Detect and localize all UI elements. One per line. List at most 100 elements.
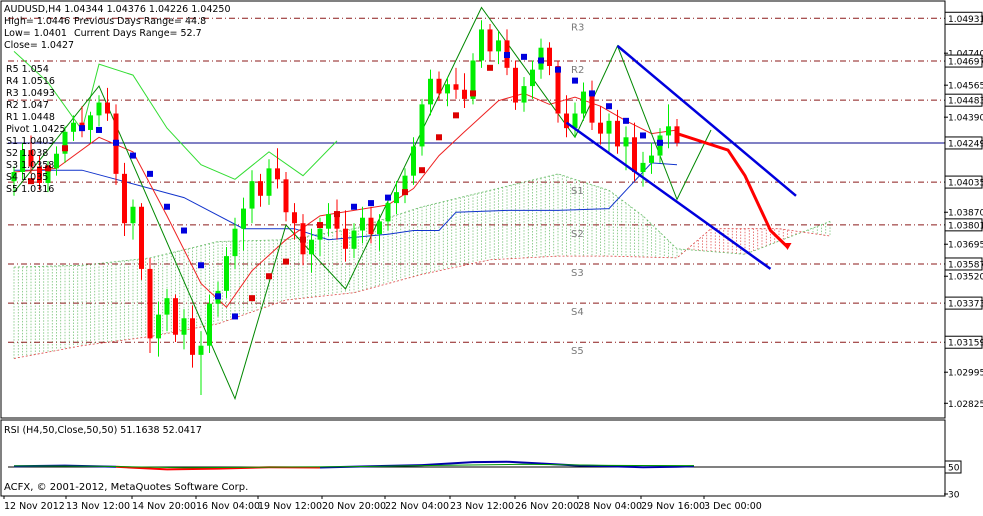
price-label: 1.02995	[948, 369, 983, 379]
price-label: 1.04390	[948, 114, 983, 124]
candle-body	[530, 70, 535, 86]
candle-body	[522, 86, 527, 102]
price-label: 1.03520	[948, 273, 983, 283]
candle-body	[275, 168, 280, 179]
candle-body	[182, 318, 187, 334]
candle-body	[462, 90, 467, 99]
time-label: 29 Nov 16:00	[641, 501, 705, 512]
trend-dot-blue	[368, 200, 374, 206]
candle-body	[139, 207, 144, 269]
trend-dot-blue	[198, 262, 204, 268]
price-label: 1.02825	[948, 400, 983, 410]
pivot-label-r2: R2 1.047	[6, 100, 49, 111]
info-close: Close= 1.0427	[4, 40, 74, 51]
trend-dot-red	[300, 237, 306, 243]
candle-body	[386, 203, 391, 221]
trend-dot-red	[419, 167, 425, 173]
pivot-label-r3: R3 1.0493	[6, 88, 55, 99]
time-label: 23 Nov 12:00	[450, 501, 514, 512]
level-label: S2	[571, 229, 584, 240]
candle-body	[445, 84, 450, 93]
trend-dot-red	[317, 222, 323, 228]
trend-dot-blue	[96, 127, 102, 133]
candle-body	[122, 174, 127, 223]
candle-body	[190, 318, 195, 355]
trend-dot-blue	[215, 293, 221, 299]
candle-body	[292, 212, 297, 223]
price-axis: 1.049311.047401.046971.045651.044831.043…	[944, 12, 983, 410]
candle-body	[326, 214, 331, 229]
time-label: 3 Dec 00:00	[704, 501, 762, 512]
price-label: 1.04249	[948, 139, 983, 149]
time-label: 12 Nov 2012	[4, 501, 65, 512]
trend-dot-red	[62, 145, 68, 151]
rsi-segment	[677, 466, 694, 467]
candle-body	[97, 103, 102, 116]
level-label: S3	[571, 268, 584, 279]
candle-body	[394, 192, 399, 203]
rsi-tick-label: 50	[948, 464, 960, 474]
trend-dot-blue	[538, 58, 544, 64]
info-low: Low= 1.0401	[4, 28, 67, 39]
candle-body	[352, 231, 357, 249]
rsi-segment	[609, 466, 643, 467]
price-label: 1.04035	[948, 179, 983, 189]
pivot-label-r4: R4 1.0516	[6, 76, 55, 87]
time-label: 13 Nov 12:00	[66, 501, 130, 512]
candle-body	[131, 207, 136, 223]
pivot-label-s5: S5 1.0316	[6, 184, 54, 195]
rsi-tick-label: 30	[948, 491, 960, 501]
candle-body	[284, 179, 289, 212]
candle-body	[641, 163, 646, 172]
candle-body	[199, 346, 204, 355]
trend-dot-red	[249, 295, 255, 301]
candle-body	[513, 68, 518, 103]
rsi-segment	[167, 469, 218, 470]
candle-body	[241, 209, 246, 229]
candle-body	[666, 126, 671, 135]
candle-body	[488, 29, 493, 51]
trend-dot-blue	[181, 228, 187, 234]
trend-dot-blue	[351, 204, 357, 210]
level-label: R2	[571, 65, 584, 76]
rsi-label: RSI (H4,50,Close,50,50) 51.1638 52.0417	[4, 425, 202, 436]
pivot-label-s3: S3 1.0358	[6, 160, 54, 171]
level-label: S5	[571, 346, 584, 357]
trend-dot-blue	[79, 125, 85, 131]
trend-dot-red	[487, 65, 493, 71]
time-label: 14 Nov 20:00	[132, 501, 196, 512]
candle-body	[428, 79, 433, 105]
candle-body	[607, 121, 612, 134]
pivot-label-pivot: Pivot 1.0425	[6, 124, 66, 135]
trend-dot-blue	[657, 140, 663, 146]
trend-dot-blue	[504, 52, 510, 58]
candle-body	[343, 229, 348, 249]
candle-body	[411, 146, 416, 175]
price-label: 1.04565	[948, 82, 983, 92]
candle-body	[258, 181, 263, 196]
trend-dot-red	[436, 134, 442, 140]
trend-dot-red	[283, 259, 289, 265]
trend-dot-blue	[113, 140, 119, 146]
candle-body	[88, 115, 93, 130]
price-label: 1.03373	[948, 300, 983, 310]
candle-body	[54, 154, 59, 169]
trend-dot-blue	[521, 54, 527, 60]
candle-body	[207, 304, 212, 346]
time-label: 26 Nov 20:00	[515, 501, 579, 512]
trend-dot-red	[266, 273, 272, 279]
candle-body	[564, 114, 569, 129]
time-label: 20 Nov 20:00	[322, 501, 386, 512]
price-label: 1.03587	[948, 260, 983, 270]
candle-body	[369, 218, 374, 234]
level-label: S4	[571, 307, 584, 318]
time-label: 22 Nov 04:00	[385, 501, 449, 512]
trend-dot-blue	[555, 67, 561, 73]
price-label: 1.04483	[948, 97, 983, 107]
candle-body	[309, 240, 314, 255]
candle-body	[649, 156, 654, 163]
candle-body	[615, 121, 620, 147]
trend-dot-blue	[589, 90, 595, 96]
